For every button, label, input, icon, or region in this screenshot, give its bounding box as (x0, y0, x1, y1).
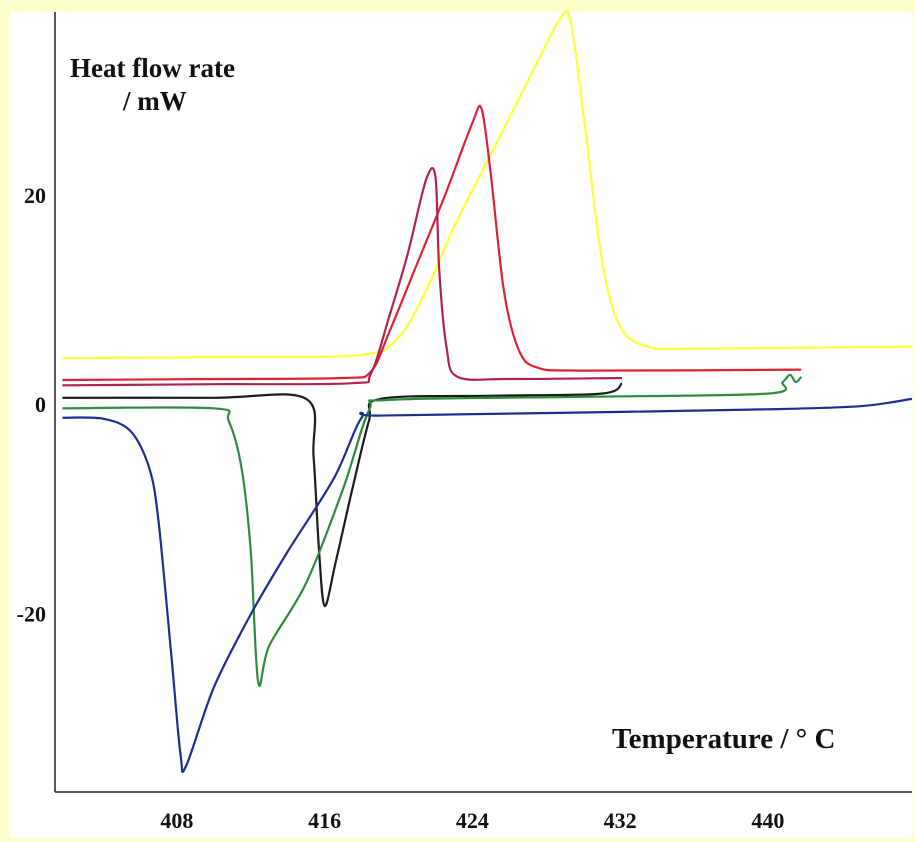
x-axis-label: Temperature / ° C (612, 723, 835, 755)
y-tick-label: 20 (24, 183, 46, 208)
series-line (62, 104, 802, 382)
y-axis-label-line2: / mW (122, 86, 187, 116)
y-tick-label: -20 (17, 601, 46, 626)
series-line (62, 373, 803, 687)
series-line (62, 10, 913, 360)
series-line (62, 167, 623, 387)
x-tick-label: 424 (456, 808, 489, 833)
series-layer (62, 10, 913, 774)
x-tick-label: 416 (308, 808, 341, 833)
tick-labels: 408 416 424 432 440 20 0 -20 (17, 183, 785, 833)
series-line (62, 382, 623, 608)
y-axis-label-line1: Heat flow rate (70, 53, 235, 83)
axes (54, 12, 912, 793)
x-tick-label: 440 (751, 808, 784, 833)
series-line (62, 397, 913, 774)
y-tick-label: 0 (35, 392, 46, 417)
x-tick-label: 408 (160, 808, 193, 833)
x-tick-label: 432 (604, 808, 637, 833)
